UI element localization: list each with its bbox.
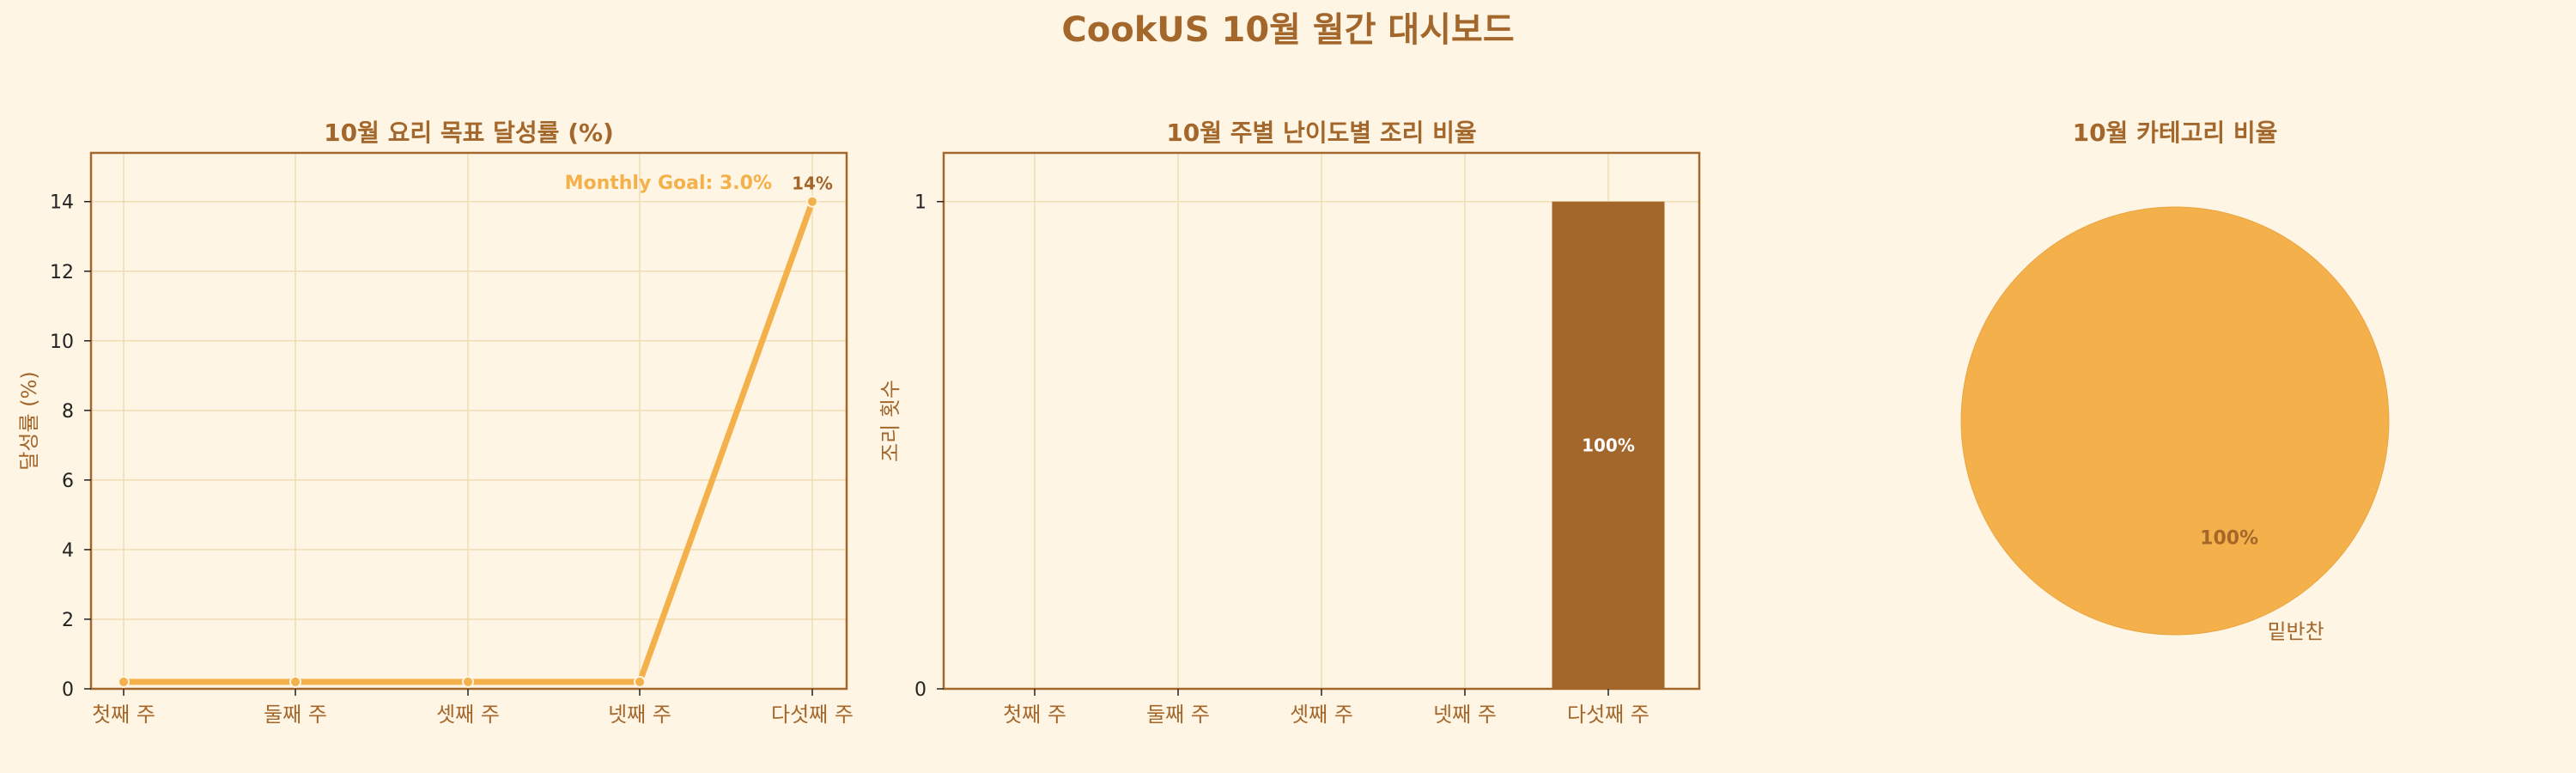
line-x-tick-label: 둘째 주 <box>264 703 327 727</box>
line-chart-title: 10월 요리 목표 달성률 (%) <box>324 119 614 147</box>
line-y-tick-label: 10 <box>50 332 74 353</box>
bar-chart-y-ticks: 01 <box>914 192 944 701</box>
line-point-0 <box>118 675 130 688</box>
category-pie-chart: 10월 카테고리 비율 100% 밑반찬 <box>1960 119 2390 643</box>
bar-x-tick-label: 둘째 주 <box>1146 703 1210 727</box>
bar-y-tick-label: 0 <box>914 679 927 701</box>
monthly-goal-annotation: Monthly Goal: 3.0% <box>565 173 772 194</box>
bar-chart-x-ticks: 첫째 주 둘째 주 셋째 주 넷째 주 다섯째 주 <box>1003 689 1649 727</box>
line-y-tick-label: 2 <box>62 610 74 631</box>
line-chart-y-ticks: 0 2 4 6 8 10 12 14 <box>50 192 91 701</box>
line-chart-point-labels: 14% <box>792 173 833 194</box>
bar-x-tick-label: 넷째 주 <box>1433 703 1497 727</box>
line-y-tick-label: 12 <box>50 262 74 283</box>
line-y-tick-label: 6 <box>62 471 74 492</box>
line-point-4 <box>806 195 818 208</box>
pie-chart-slices: 100% 밑반찬 <box>1960 206 2390 643</box>
bar-4 <box>1552 201 1665 689</box>
line-x-tick-label: 다섯째 주 <box>771 703 854 727</box>
bar-x-tick-label: 첫째 주 <box>1003 703 1066 727</box>
line-point-2 <box>462 675 474 688</box>
line-y-tick-label: 0 <box>62 679 74 701</box>
line-y-tick-label: 8 <box>62 401 74 423</box>
pie-slice-pct-label: 100% <box>2200 527 2258 549</box>
line-chart-points <box>118 195 818 688</box>
pie-slice-0 <box>1960 206 2390 636</box>
page-title: CookUS 10월 월간 대시보드 <box>1061 10 1514 50</box>
bar-x-tick-label: 셋째 주 <box>1290 703 1353 727</box>
line-y-tick-label: 14 <box>50 192 74 214</box>
bar-value-label: 100% <box>1582 435 1635 455</box>
bar-chart-title: 10월 주별 난이도별 조리 비율 <box>1166 119 1476 147</box>
pie-slice-label: 밑반찬 <box>2267 619 2324 643</box>
difficulty-bar-chart: 10월 주별 난이도별 조리 비율 01 첫째 주 둘째 주 셋째 주 넷째 주 다섯째… <box>878 119 1701 727</box>
pie-chart-title: 10월 카테고리 비율 <box>2073 119 2278 147</box>
bar-chart-bars <box>1552 201 1665 689</box>
line-x-tick-label: 첫째 주 <box>92 703 155 727</box>
line-x-tick-label: 넷째 주 <box>608 703 671 727</box>
line-point-1 <box>289 675 301 688</box>
line-y-tick-label: 4 <box>62 540 74 562</box>
bar-x-tick-label: 다섯째 주 <box>1567 703 1649 727</box>
line-x-tick-label: 셋째 주 <box>436 703 500 727</box>
line-chart-x-ticks: 첫째 주 둘째 주 셋째 주 넷째 주 다섯째 주 <box>92 689 854 727</box>
line-chart-y-label: 달성률 (%) <box>17 371 41 470</box>
bar-chart-y-label: 조리 횟수 <box>878 380 902 462</box>
line-point-3 <box>634 675 646 688</box>
line-point-label: 14% <box>792 173 833 194</box>
goal-achievement-line-chart: 10월 요리 목표 달성률 (%) 0 2 4 6 8 10 12 14 첫째 주 둘째 주 셋째… <box>17 119 854 727</box>
bar-y-tick-label: 1 <box>914 192 927 214</box>
line-chart-frame <box>89 151 848 691</box>
bar-chart-bar-labels: 100% <box>1582 435 1635 455</box>
